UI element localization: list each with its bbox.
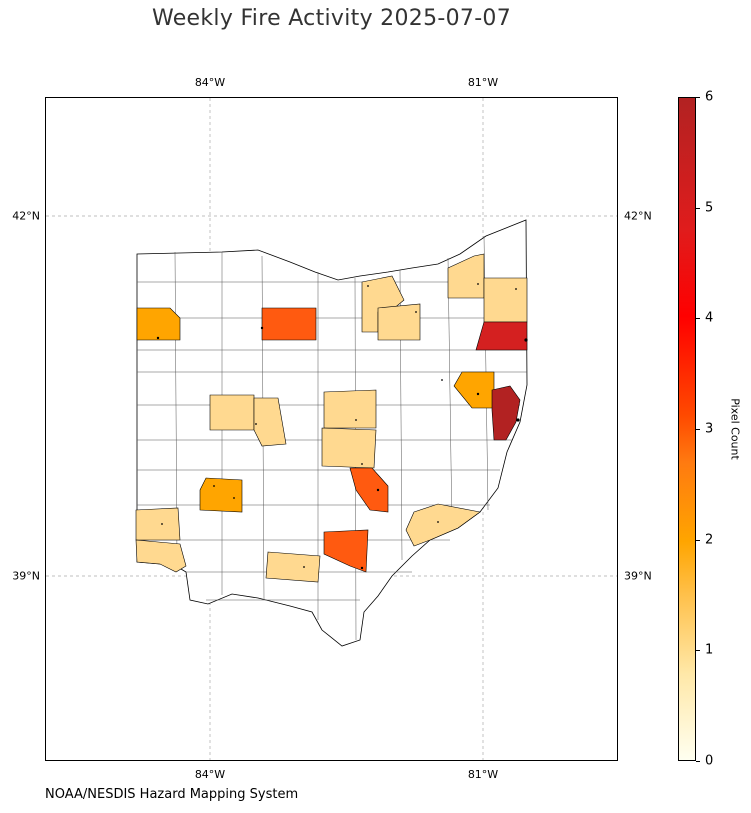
county-fire-lakeshore — [447, 253, 485, 299]
county-fire-central-2 — [321, 427, 377, 469]
lat-label-left-39n: 39°N — [12, 569, 40, 583]
county-fire-north-east-2 — [377, 303, 421, 341]
colorbar-tick-mark — [696, 761, 700, 762]
colorbar-tick-label: 4 — [705, 310, 714, 326]
colorbar-label: Pixel Count — [728, 398, 742, 460]
colorbar-tick-mark — [696, 650, 700, 651]
fire-detections — [156, 283, 528, 570]
county-fire-central-1 — [323, 389, 377, 429]
lon-label-top-81w: 81°W — [467, 76, 499, 89]
lat-label-right-42n: 42°N — [624, 209, 652, 223]
county-fire-northeast-corner — [483, 277, 528, 323]
county-fire-southwest — [135, 507, 181, 541]
colorbar-tick-mark — [696, 208, 700, 209]
county-fire-east-border — [491, 385, 521, 441]
county-fire-northeast-border — [475, 321, 528, 351]
source-credit: NOAA/NESDIS Hazard Mapping System — [45, 787, 299, 802]
lon-label-top-84w: 84°W — [194, 76, 226, 89]
colorbar-tick-mark — [696, 97, 700, 98]
colorbar-tick-label: 2 — [705, 532, 714, 548]
county-fire-west-central-2 — [253, 397, 287, 447]
colorbar — [678, 97, 696, 761]
county-fire-north-central — [261, 307, 317, 341]
colorbar-tick-label: 0 — [705, 753, 714, 769]
colorbar-tick-label: 5 — [705, 200, 714, 216]
county-fire-central-south — [349, 467, 389, 513]
colorbar-tick-label: 6 — [705, 89, 714, 105]
map-title: Weekly Fire Activity 2025-07-07 — [151, 6, 512, 31]
county-fire-south — [265, 551, 321, 583]
colorbar-tick-mark — [696, 318, 700, 319]
lat-label-right-39n: 39°N — [624, 569, 652, 583]
county-fire-southwest-corner — [135, 539, 187, 573]
county-fire-east-central — [453, 371, 495, 409]
lat-label-left-42n: 42°N — [12, 209, 40, 223]
lon-label-bottom-81w: 81°W — [467, 768, 499, 781]
county-fire-southwest-central — [199, 477, 243, 513]
county-fire-southeast — [405, 503, 481, 547]
county-fire-west-central-1 — [209, 394, 255, 431]
colorbar-tick-label: 3 — [705, 421, 714, 437]
colorbar-tick-mark — [696, 540, 700, 541]
colorbar-tick-mark — [696, 429, 700, 430]
county-fire-south-central — [323, 529, 369, 573]
colorbar-tick-label: 1 — [705, 642, 714, 658]
lon-label-bottom-84w: 84°W — [194, 768, 226, 781]
county-fire-northwest — [136, 307, 181, 341]
